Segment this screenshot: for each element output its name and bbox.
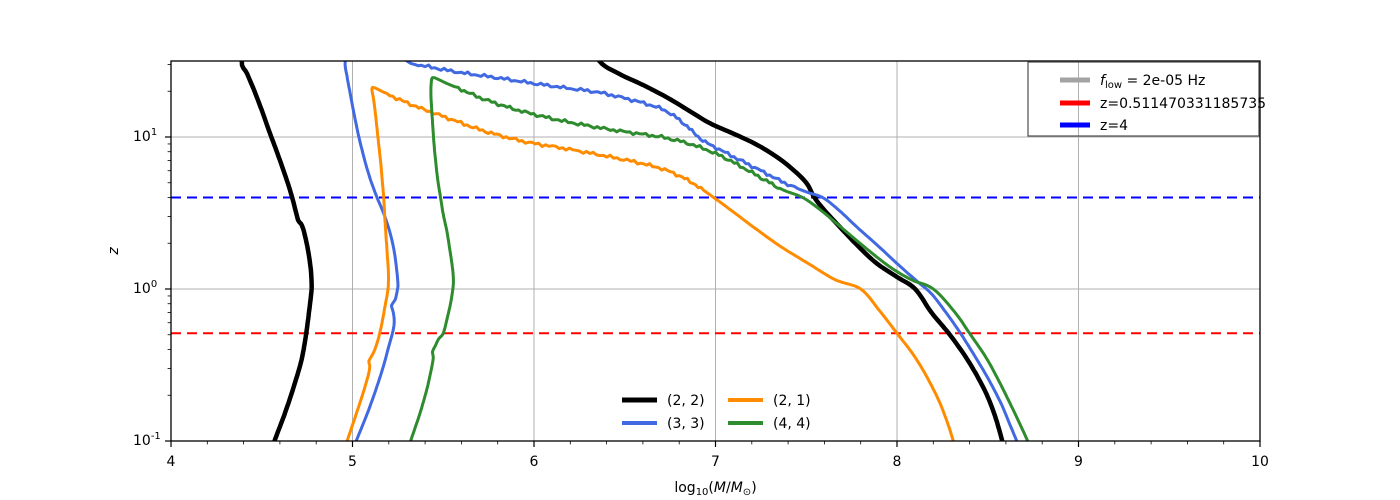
series--4-4-line (409, 76, 1030, 441)
x-tick-label-6: 6 (530, 454, 539, 470)
legend-frame (1027, 61, 1260, 137)
legend-label-2: z=4 (1100, 118, 1128, 134)
plot-content (171, 61, 1260, 441)
legend-label--3-3-: (3, 3) (667, 416, 705, 432)
legend-lower-center: (2, 2) (3, 3) (2, 1) (4, 4) (622, 393, 811, 432)
x-tick-label-7: 7 (711, 454, 720, 470)
legend-label-1: z=0.511470331185735 (1100, 96, 1266, 112)
x-tick-label-8: 8 (893, 454, 902, 470)
x-tick-label-10: 10 (1251, 454, 1269, 470)
x-axis-label: log10(M/M⊙) (674, 480, 756, 498)
x-tick-label-4: 4 (167, 454, 176, 470)
series--2-1-line (345, 85, 955, 441)
legend-label--4-4-: (4, 4) (773, 416, 811, 432)
legend-label--2-2-: (2, 2) (667, 393, 705, 409)
legend-label--2-1-: (2, 1) (773, 393, 811, 409)
x-tick-label-5: 5 (348, 454, 357, 470)
y-axis-label: z (106, 247, 122, 256)
series--2-2-line (239, 61, 1005, 441)
y-tick-label-0.1: 10-1 (133, 431, 161, 449)
y-tick-label-10: 101 (133, 127, 157, 145)
legend-label-0: flow = 2e-05 Hz (1100, 73, 1205, 91)
x-tick-label-9: 9 (1074, 454, 1083, 470)
series--3-3-line (343, 61, 1019, 441)
y-tick-label-1: 100 (133, 279, 157, 297)
legend-upper-right: flow = 2e-05 Hz z=0.511470331185735 z=4 (1027, 61, 1266, 137)
